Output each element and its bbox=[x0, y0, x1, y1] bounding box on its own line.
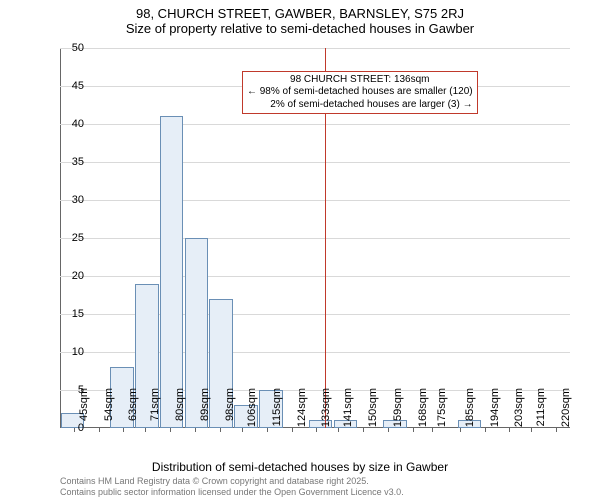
y-tick-label: 35 bbox=[54, 156, 84, 168]
x-tick-label: 159sqm bbox=[392, 388, 404, 438]
title-line-1: 98, CHURCH STREET, GAWBER, BARNSLEY, S75… bbox=[0, 6, 600, 21]
gridline bbox=[60, 162, 570, 163]
x-tick-label: 89sqm bbox=[199, 388, 211, 438]
x-tick bbox=[292, 428, 293, 432]
footer-attribution: Contains HM Land Registry data © Crown c… bbox=[60, 476, 404, 498]
x-tick-label: 168sqm bbox=[417, 388, 429, 438]
x-tick bbox=[363, 428, 364, 432]
x-tick bbox=[531, 428, 532, 432]
x-tick bbox=[388, 428, 389, 432]
x-tick-label: 141sqm bbox=[342, 388, 354, 438]
x-tick-label: 115sqm bbox=[271, 388, 283, 438]
title-line-2: Size of property relative to semi-detach… bbox=[0, 21, 600, 36]
y-tick-label: 50 bbox=[54, 42, 84, 54]
histogram-bar bbox=[160, 116, 184, 428]
x-tick bbox=[413, 428, 414, 432]
chart-title: 98, CHURCH STREET, GAWBER, BARNSLEY, S75… bbox=[0, 6, 600, 36]
x-tick bbox=[432, 428, 433, 432]
x-tick bbox=[220, 428, 221, 432]
x-tick bbox=[316, 428, 317, 432]
x-tick-label: 45sqm bbox=[78, 388, 90, 438]
gridline bbox=[60, 200, 570, 201]
x-tick-label: 124sqm bbox=[296, 388, 308, 438]
x-tick bbox=[338, 428, 339, 432]
x-tick-label: 203sqm bbox=[513, 388, 525, 438]
x-tick-label: 106sqm bbox=[246, 388, 258, 438]
y-tick-label: 30 bbox=[54, 194, 84, 206]
gridline bbox=[60, 124, 570, 125]
x-tick bbox=[99, 428, 100, 432]
x-tick-label: 185sqm bbox=[464, 388, 476, 438]
marker-annotation: 98 CHURCH STREET: 136sqm← 98% of semi-de… bbox=[242, 71, 478, 115]
y-tick-label: 40 bbox=[54, 118, 84, 130]
x-tick-label: 63sqm bbox=[127, 388, 139, 438]
x-axis-label: Distribution of semi-detached houses by … bbox=[0, 460, 600, 474]
y-tick-label: 10 bbox=[54, 346, 84, 358]
x-tick-label: 194sqm bbox=[489, 388, 501, 438]
x-tick bbox=[123, 428, 124, 432]
y-tick-label: 45 bbox=[54, 80, 84, 92]
x-tick bbox=[145, 428, 146, 432]
y-tick-label: 25 bbox=[54, 232, 84, 244]
x-tick bbox=[460, 428, 461, 432]
annot-line-2: ← 98% of semi-detached houses are smalle… bbox=[247, 86, 473, 99]
x-tick-label: 71sqm bbox=[149, 388, 161, 438]
footer-line-1: Contains HM Land Registry data © Crown c… bbox=[60, 476, 404, 487]
x-tick-label: 211sqm bbox=[535, 388, 547, 438]
x-tick bbox=[170, 428, 171, 432]
annot-line-3: 2% of semi-detached houses are larger (3… bbox=[247, 99, 473, 112]
annot-line-1: 98 CHURCH STREET: 136sqm bbox=[247, 74, 473, 87]
x-tick-label: 175sqm bbox=[436, 388, 448, 438]
x-tick-label: 98sqm bbox=[224, 388, 236, 438]
y-tick-label: 15 bbox=[54, 308, 84, 320]
gridline bbox=[60, 276, 570, 277]
x-tick-label: 220sqm bbox=[560, 388, 572, 438]
plot-area: 98 CHURCH STREET: 136sqm← 98% of semi-de… bbox=[60, 48, 570, 428]
x-tick-label: 54sqm bbox=[103, 388, 115, 438]
x-tick bbox=[195, 428, 196, 432]
footer-line-2: Contains public sector information licen… bbox=[60, 487, 404, 498]
x-tick bbox=[267, 428, 268, 432]
x-tick-label: 80sqm bbox=[174, 388, 186, 438]
gridline bbox=[60, 48, 570, 49]
y-tick-label: 20 bbox=[54, 270, 84, 282]
x-tick bbox=[509, 428, 510, 432]
x-tick-label: 150sqm bbox=[367, 388, 379, 438]
x-tick bbox=[485, 428, 486, 432]
x-tick bbox=[556, 428, 557, 432]
gridline bbox=[60, 238, 570, 239]
x-tick-label: 133sqm bbox=[320, 388, 332, 438]
x-tick bbox=[242, 428, 243, 432]
